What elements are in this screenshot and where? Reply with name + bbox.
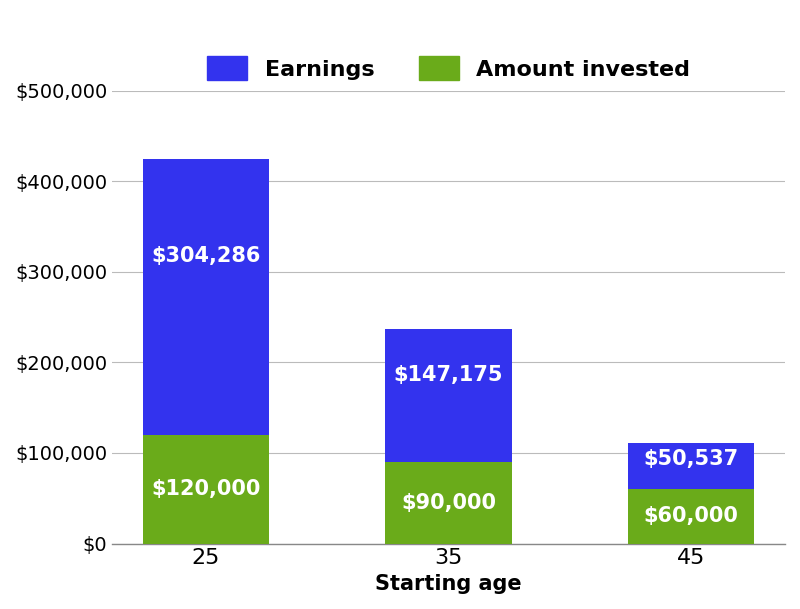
- Bar: [386, 462, 512, 544]
- Bar: [142, 435, 269, 544]
- Text: $120,000: $120,000: [151, 479, 261, 499]
- Text: $147,175: $147,175: [394, 365, 503, 385]
- Bar: [386, 329, 512, 462]
- Text: $90,000: $90,000: [401, 493, 496, 513]
- Legend: Earnings, Amount invested: Earnings, Amount invested: [198, 48, 699, 90]
- Text: $50,537: $50,537: [644, 449, 739, 470]
- Text: $304,286: $304,286: [151, 245, 261, 266]
- Bar: [142, 159, 269, 435]
- X-axis label: Starting age: Starting age: [375, 574, 522, 594]
- Text: $60,000: $60,000: [644, 507, 738, 526]
- Bar: [628, 489, 754, 544]
- Bar: [628, 443, 754, 489]
